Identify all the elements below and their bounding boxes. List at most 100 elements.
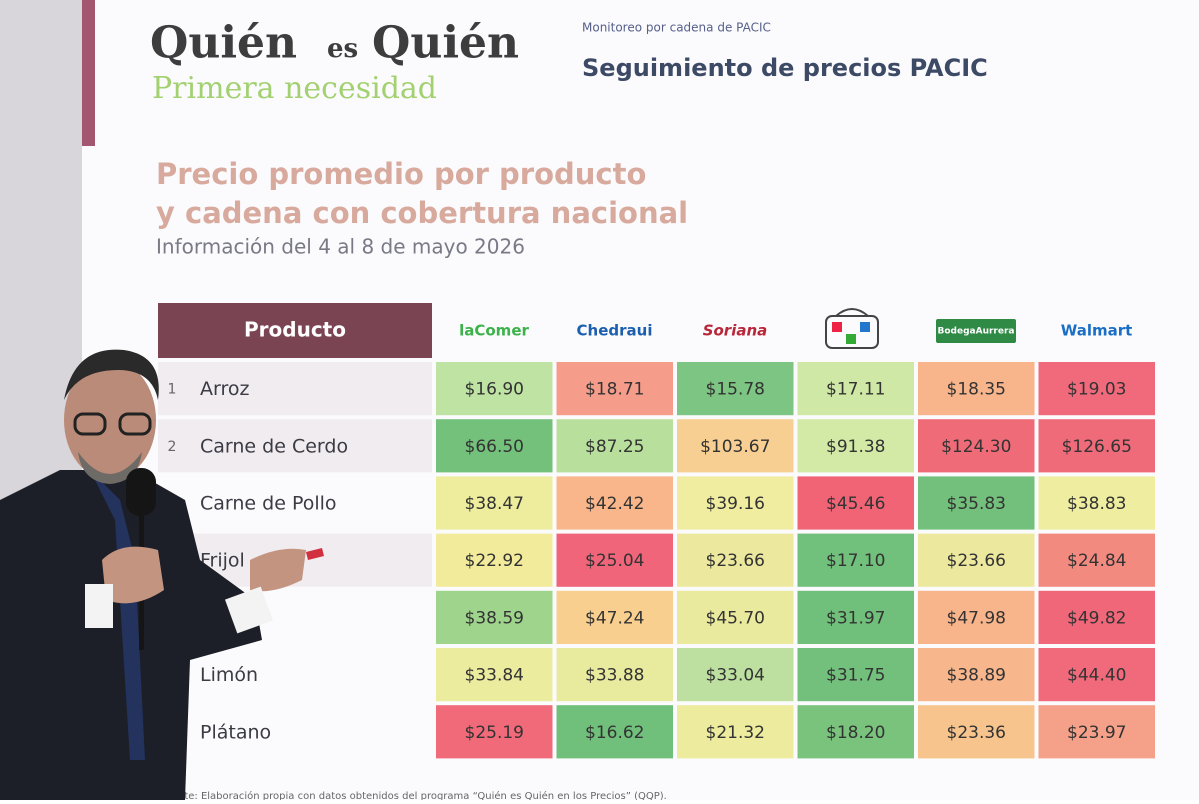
product-cell [158, 419, 432, 473]
price-cell [797, 533, 914, 587]
header-cell [158, 303, 432, 358]
price-cell [677, 419, 794, 473]
product-cell [158, 648, 432, 702]
price-cell [797, 476, 914, 530]
price-cell [797, 362, 914, 416]
price: $124.30 [941, 437, 1011, 457]
price-cell [918, 705, 1035, 759]
header-title: Seguimiento de precios PACIC [582, 54, 988, 82]
price-cell [918, 362, 1035, 416]
product-cell [158, 362, 432, 416]
price-cell [677, 648, 794, 702]
chain-logo: Chedraui [577, 322, 653, 340]
row-number: 1 [168, 382, 177, 398]
chain-icon [825, 308, 879, 349]
price-cell [556, 533, 673, 587]
price: $18.35 [947, 380, 1006, 400]
price-cell [1038, 476, 1155, 530]
price: $16.90 [465, 380, 524, 400]
price: $66.50 [465, 437, 524, 457]
logo-box [936, 319, 1016, 343]
price: $45.46 [826, 494, 885, 514]
price: $25.04 [585, 551, 644, 571]
price-cell [436, 362, 553, 416]
kicker: Monitoreo por cadena de PACIC [582, 21, 771, 35]
product-cell [158, 705, 432, 759]
price-cell [556, 590, 673, 644]
price: $23.66 [947, 551, 1006, 571]
price-cell [1038, 362, 1155, 416]
price-cell [436, 533, 553, 587]
price: $47.24 [585, 608, 644, 628]
price: $38.83 [1067, 494, 1126, 514]
price-cell [436, 648, 553, 702]
price: $38.47 [465, 494, 524, 514]
price-cell [556, 362, 673, 416]
product-name: Carne de Cerdo [200, 435, 348, 457]
product-cell [158, 476, 432, 530]
price: $21.32 [706, 723, 765, 743]
price-cell [436, 476, 553, 530]
chain-logo: Soriana [703, 322, 768, 340]
price: $15.78 [706, 380, 765, 400]
price-cell [436, 419, 553, 473]
row-number: 2 [168, 439, 177, 455]
product-name: Limón [200, 664, 258, 686]
price-cell [918, 476, 1035, 530]
price: $25.19 [465, 723, 524, 743]
price: $47.98 [947, 608, 1006, 628]
brand: Quién [372, 18, 519, 69]
price-cell [677, 705, 794, 759]
price: $38.89 [947, 666, 1006, 686]
accent-bar [82, 0, 95, 146]
price-cell [918, 533, 1035, 587]
price: $45.70 [706, 608, 765, 628]
price-cell [797, 419, 914, 473]
price: $23.36 [947, 723, 1006, 743]
price-cell [677, 362, 794, 416]
heading: y cadena con cobertura nacional [156, 196, 688, 230]
price: $16.62 [585, 723, 644, 743]
price-cell [556, 419, 673, 473]
price: $18.71 [585, 380, 644, 400]
price: $24.84 [1067, 551, 1126, 571]
heading: Precio promedio por producto [156, 157, 646, 191]
price-cell [918, 419, 1035, 473]
chain-logo: Walmart [1061, 322, 1133, 340]
price: $33.04 [706, 666, 765, 686]
price: $87.25 [585, 437, 644, 457]
subtitle: Información del 4 al 8 de mayo 2026 [156, 235, 525, 259]
table: laComer Chedraui Soriana BodegaAurrera Walma… [158, 319, 1155, 759]
presenter [0, 349, 324, 800]
price-cell [1038, 533, 1155, 587]
price: $22.92 [465, 551, 524, 571]
price-cell [556, 648, 673, 702]
price: $44.40 [1067, 666, 1126, 686]
price-cell [1038, 648, 1155, 702]
price-cell [1038, 705, 1155, 759]
price: $35.83 [947, 494, 1006, 514]
product-name: Arroz [200, 378, 249, 400]
price: $38.59 [465, 608, 524, 628]
brand: es [327, 34, 358, 64]
price-cell [436, 705, 553, 759]
price-cell [677, 590, 794, 644]
price: $31.75 [826, 666, 885, 686]
price-cell [556, 476, 673, 530]
price-cell [797, 590, 914, 644]
tagline: Primera necesidad [152, 71, 437, 106]
price: $23.66 [706, 551, 765, 571]
chain-logo: BodegaAurrera [938, 327, 1015, 337]
price: $126.65 [1062, 437, 1132, 457]
header-text: Producto [244, 318, 346, 342]
brand: Quién [150, 18, 297, 69]
product-name: Frijol [200, 550, 245, 572]
price-cell [556, 705, 673, 759]
price: $42.42 [585, 494, 644, 514]
product-name: Plátano [200, 721, 271, 743]
price: $23.97 [1067, 723, 1126, 743]
price: $91.38 [826, 437, 885, 457]
price: $19.03 [1067, 380, 1126, 400]
price-cell [1038, 419, 1155, 473]
